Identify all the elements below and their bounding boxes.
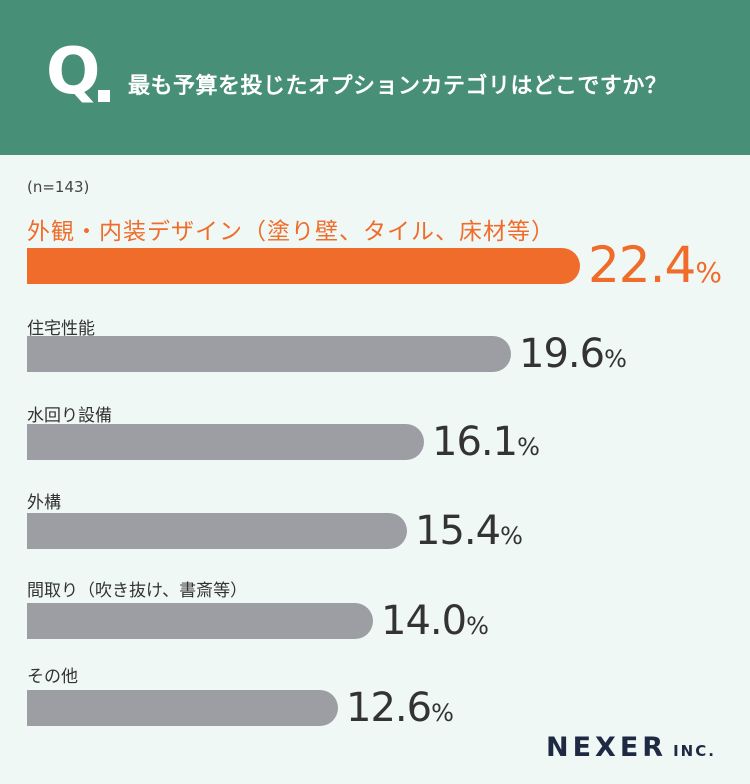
value-label: 22.4% [588, 240, 722, 290]
value-number: 15.4 [415, 508, 501, 554]
bar [27, 248, 580, 284]
percent-sign: % [604, 345, 627, 373]
value-label: 19.6% [519, 334, 627, 374]
logo-suffix: INC. [673, 742, 716, 760]
value-label: 15.4% [415, 511, 523, 551]
value-label: 12.6% [346, 688, 454, 728]
category-label: その他 [27, 667, 78, 687]
bar [27, 336, 511, 372]
q-mark: Q [46, 35, 101, 109]
category-label: 間取り（吹き抜け、書斎等） [27, 581, 248, 601]
value-number: 12.6 [346, 685, 432, 731]
percent-sign: % [431, 699, 454, 727]
value-number: 22.4 [588, 236, 696, 294]
category-label: 住宅性能 [27, 319, 95, 339]
percent-sign: % [466, 612, 489, 640]
percent-sign: % [517, 433, 540, 461]
question-header: Q 最も予算を投じたオプションカテゴリはどこですか？ [0, 0, 750, 155]
value-number: 19.6 [519, 331, 605, 377]
value-label: 14.0% [381, 601, 489, 641]
nexer-logo: NEXER INC. [546, 732, 716, 763]
question-text: 最も予算を投じたオプションカテゴリはどこですか？ [128, 74, 668, 99]
bar [27, 424, 424, 460]
bar [27, 603, 373, 639]
value-label: 16.1% [432, 422, 540, 462]
category-label: 外構 [27, 493, 61, 513]
q-dot [98, 90, 110, 102]
value-number: 14.0 [381, 598, 467, 644]
percent-sign: % [695, 256, 722, 289]
percent-sign: % [500, 522, 523, 550]
bar [27, 513, 407, 549]
logo-main: NEXER [546, 732, 668, 763]
category-label: 外観・内装デザイン（塗り壁、タイル、床材等） [27, 219, 555, 245]
category-label: 水回り設備 [27, 406, 112, 426]
value-number: 16.1 [432, 419, 518, 465]
sample-size: (n=143) [27, 178, 90, 196]
bar [27, 690, 338, 726]
